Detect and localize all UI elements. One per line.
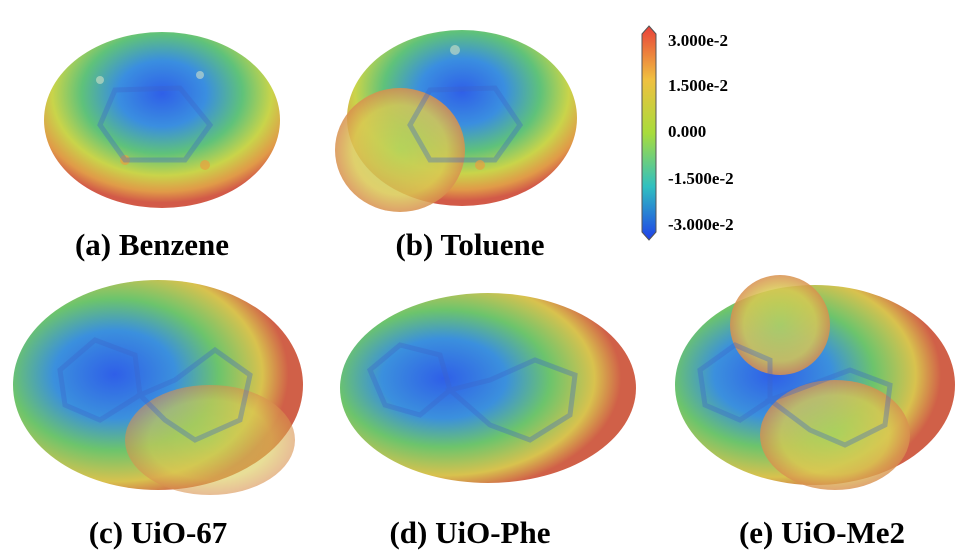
colorbar-label: -3.000e-2 <box>668 215 734 234</box>
panel-c-surface <box>13 280 303 495</box>
colorbar-label: -1.500e-2 <box>668 169 734 188</box>
colorbar-label: 3.000e-2 <box>668 31 728 50</box>
figure: (a) Benzene (b) Toluene 3.000e-2 1.500e-… <box>0 0 958 554</box>
colorbar <box>642 26 656 240</box>
colorbar-label: 1.500e-2 <box>668 76 728 95</box>
panel-b-surface <box>335 30 577 212</box>
colorbar-label: 0.000 <box>668 122 706 141</box>
panel-e-surface <box>675 275 955 490</box>
panel-d-surface <box>340 293 636 483</box>
panel-label: (c) UiO-67 <box>89 515 228 550</box>
panel-label: (d) UiO-Phe <box>389 515 550 550</box>
panel-label: (e) UiO-Me2 <box>739 515 905 550</box>
panel-label: (b) Toluene <box>395 227 544 262</box>
panel-label: (a) Benzene <box>75 227 229 262</box>
panel-a-surface <box>44 32 280 208</box>
